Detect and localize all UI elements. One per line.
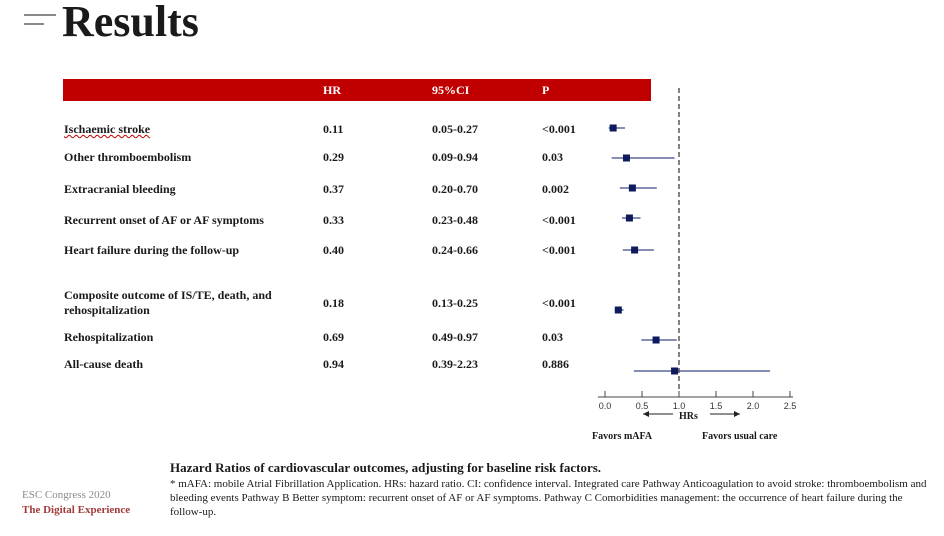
row-outcome: Ischaemic stroke	[64, 122, 151, 136]
row-ci: 0.24-0.66	[432, 243, 478, 257]
row-outcome: Heart failure during the follow-up	[64, 243, 240, 257]
footer-subtitle: The Digital Experience	[22, 504, 131, 516]
x-tick-label: 0.5	[636, 401, 649, 411]
footer-congress: ESC Congress 2020	[22, 489, 111, 501]
row-p: <0.001	[542, 122, 576, 136]
x-tick-label: 0.0	[599, 401, 612, 411]
row-hr: 0.18	[323, 296, 344, 310]
row-hr: 0.69	[323, 330, 344, 344]
hr-marker	[628, 184, 636, 192]
header-hr: HR	[323, 83, 341, 97]
row-outcome: Rehospitalization	[64, 330, 154, 344]
hr-marker	[652, 336, 660, 344]
row-ci: 0.05-0.27	[432, 122, 478, 136]
row-ci: 0.39-2.23	[432, 357, 478, 371]
header-p: P	[542, 83, 550, 97]
caption-title: Hazard Ratios of cardiovascular outcomes…	[170, 460, 602, 475]
table-header-bar	[63, 79, 651, 101]
row-hr: 0.11	[323, 122, 344, 136]
hr-marker	[671, 367, 679, 375]
hr-marker	[631, 246, 639, 254]
x-tick-label: 2.5	[784, 401, 797, 411]
row-hr: 0.29	[323, 150, 344, 164]
row-hr: 0.40	[323, 243, 344, 257]
row-p: 0.03	[542, 330, 563, 344]
favors-left-arrowhead	[643, 411, 649, 417]
row-ci: 0.23-0.48	[432, 213, 478, 227]
row-outcome: Composite outcome of IS/TE, death, and r…	[64, 288, 272, 317]
header-ci: 95%CI	[432, 83, 470, 97]
favors-left-label: Favors mAFA	[592, 431, 653, 442]
row-outcome: Other thromboembolism	[64, 150, 192, 164]
hr-marker	[614, 306, 622, 314]
row-outcome: Extracranial bleeding	[64, 182, 176, 196]
row-p: <0.001	[542, 296, 576, 310]
x-tick-label: 1.5	[710, 401, 723, 411]
row-p: 0.03	[542, 150, 563, 164]
row-p: 0.886	[542, 357, 569, 371]
row-p: <0.001	[542, 243, 576, 257]
row-hr: 0.94	[323, 357, 344, 371]
x-axis-label: HRs	[679, 411, 698, 422]
row-ci: 0.13-0.25	[432, 296, 478, 310]
caption-note: * mAFA: mobile Atrial Fibrillation Appli…	[170, 478, 927, 518]
favors-right-label: Favors usual care	[702, 431, 778, 442]
x-tick-label: 1.0	[673, 401, 686, 411]
row-hr: 0.37	[323, 182, 344, 196]
row-ci: 0.09-0.94	[432, 150, 478, 164]
hr-marker	[625, 214, 633, 222]
row-p: 0.002	[542, 182, 569, 196]
row-p: <0.001	[542, 213, 576, 227]
hr-marker	[622, 154, 630, 162]
menu-icon[interactable]	[24, 14, 56, 26]
row-outcome: Recurrent onset of AF or AF symptoms	[64, 213, 264, 227]
favors-right-arrowhead	[734, 411, 740, 417]
x-tick-label: 2.0	[747, 401, 760, 411]
row-hr: 0.33	[323, 213, 344, 227]
row-ci: 0.49-0.97	[432, 330, 478, 344]
row-ci: 0.20-0.70	[432, 182, 478, 196]
row-outcome: All-cause death	[64, 357, 143, 371]
hr-marker	[609, 124, 617, 132]
page-title: Results	[62, 0, 199, 46]
